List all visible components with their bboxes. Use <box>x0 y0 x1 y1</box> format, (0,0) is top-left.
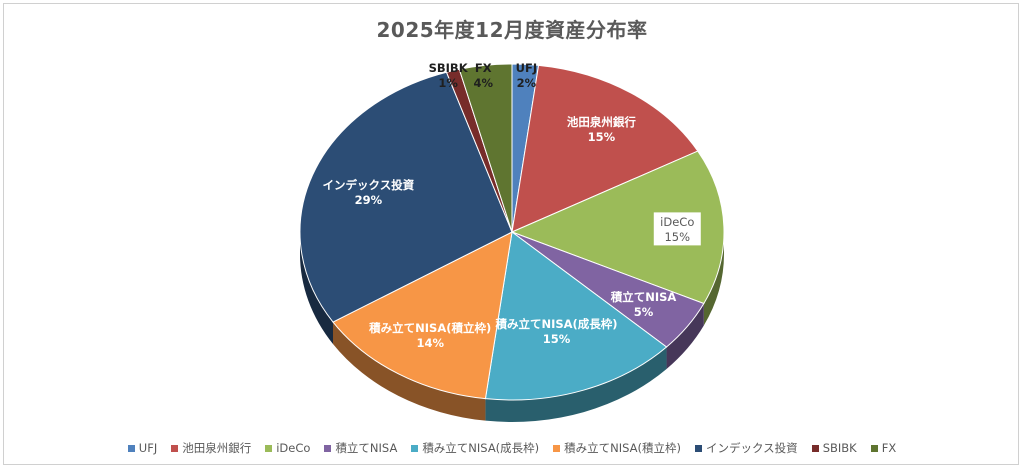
data-label-8: FX4% <box>474 61 494 90</box>
pie-slice-6 <box>299 71 513 323</box>
legend-label-2: iDeCo <box>276 441 311 455</box>
data-label-value-3: 5% <box>634 305 654 319</box>
data-label-category-8: FX <box>475 61 492 75</box>
legend-item-3: 積立てNISA <box>324 440 397 456</box>
legend: UFJ 池田泉州銀行 iDeCo 積立てNISA 積み立てNISA(成長枠) 積み立てNI… <box>0 440 1024 456</box>
legend-label-5: 積み立てNISA(積立枠) <box>564 441 682 455</box>
pie-side-4 <box>485 347 667 422</box>
legend-swatch-0 <box>127 444 135 452</box>
pie-slice-8 <box>458 63 513 233</box>
data-label-value-5: 14% <box>416 336 444 350</box>
data-label-value-0: 2% <box>517 76 537 90</box>
data-label-value-6: 29% <box>355 193 383 207</box>
legend-swatch-5 <box>553 444 561 452</box>
legend-item-4: 積み立てNISA(成長枠) <box>411 440 539 456</box>
data-label-category-2: iDeCo <box>660 215 694 229</box>
legend-label-8: FX <box>881 441 897 455</box>
data-label-value-7: 1% <box>438 76 458 90</box>
legend-label-1: 池田泉州銀行 <box>182 441 252 455</box>
chart-title: 2025年度12月度資産分布率 <box>376 18 648 42</box>
data-label-category-7: SBIBK <box>429 61 469 75</box>
legend-swatch-8 <box>870 444 878 452</box>
data-label-value-8: 4% <box>474 76 494 90</box>
pie-side-6 <box>300 232 334 345</box>
legend-swatch-1 <box>171 444 179 452</box>
legend-swatch-3 <box>324 444 332 452</box>
pie-side-3 <box>666 303 704 370</box>
legend-item-8: FX <box>870 441 897 455</box>
data-label-5: 積み立てNISA(積立枠)14% <box>368 321 491 350</box>
legend-label-6: インデックス投資 <box>706 441 798 455</box>
data-label-category-0: UFJ <box>516 61 537 75</box>
data-label-category-3: 積立てNISA <box>610 290 677 304</box>
data-label-category-6: インデックス投資 <box>323 178 415 192</box>
data-label-category-1: 池田泉州銀行 <box>567 115 636 129</box>
legend-item-7: SBIBK <box>811 441 857 455</box>
data-label-category-5: 積み立てNISA(積立枠) <box>368 321 491 335</box>
legend-swatch-2 <box>265 444 273 452</box>
legend-item-6: インデックス投資 <box>695 440 798 456</box>
legend-swatch-7 <box>811 444 819 452</box>
legend-swatch-4 <box>411 444 419 452</box>
legend-item-0: UFJ <box>127 441 158 455</box>
legend-item-1: 池田泉州銀行 <box>171 440 251 456</box>
data-label-value-4: 15% <box>543 332 571 346</box>
legend-item-5: 積み立てNISA(積立枠) <box>553 440 681 456</box>
pie-slice-2 <box>510 150 725 305</box>
legend-label-3: 積立てNISA <box>335 441 398 455</box>
pie-side-2 <box>703 232 724 326</box>
legend-swatch-6 <box>695 444 703 452</box>
data-label-box-2 <box>652 211 702 247</box>
pie-slice-4 <box>484 231 668 401</box>
pie-slice-5 <box>332 231 513 400</box>
legend-label-4: 積み立てNISA(成長枠) <box>422 441 540 455</box>
data-label-category-4: 積み立てNISA(成長枠) <box>494 317 617 331</box>
legend-label-0: UFJ <box>138 441 158 455</box>
legend-label-7: SBIBK <box>822 441 857 455</box>
pie-side-5 <box>333 322 486 421</box>
pie-slice-1 <box>511 64 699 233</box>
legend-item-2: iDeCo <box>265 441 310 455</box>
data-label-value-2: 15% <box>664 230 690 244</box>
data-label-value-1: 15% <box>588 130 616 144</box>
data-label-4: 積み立てNISA(成長枠)15% <box>494 317 617 346</box>
